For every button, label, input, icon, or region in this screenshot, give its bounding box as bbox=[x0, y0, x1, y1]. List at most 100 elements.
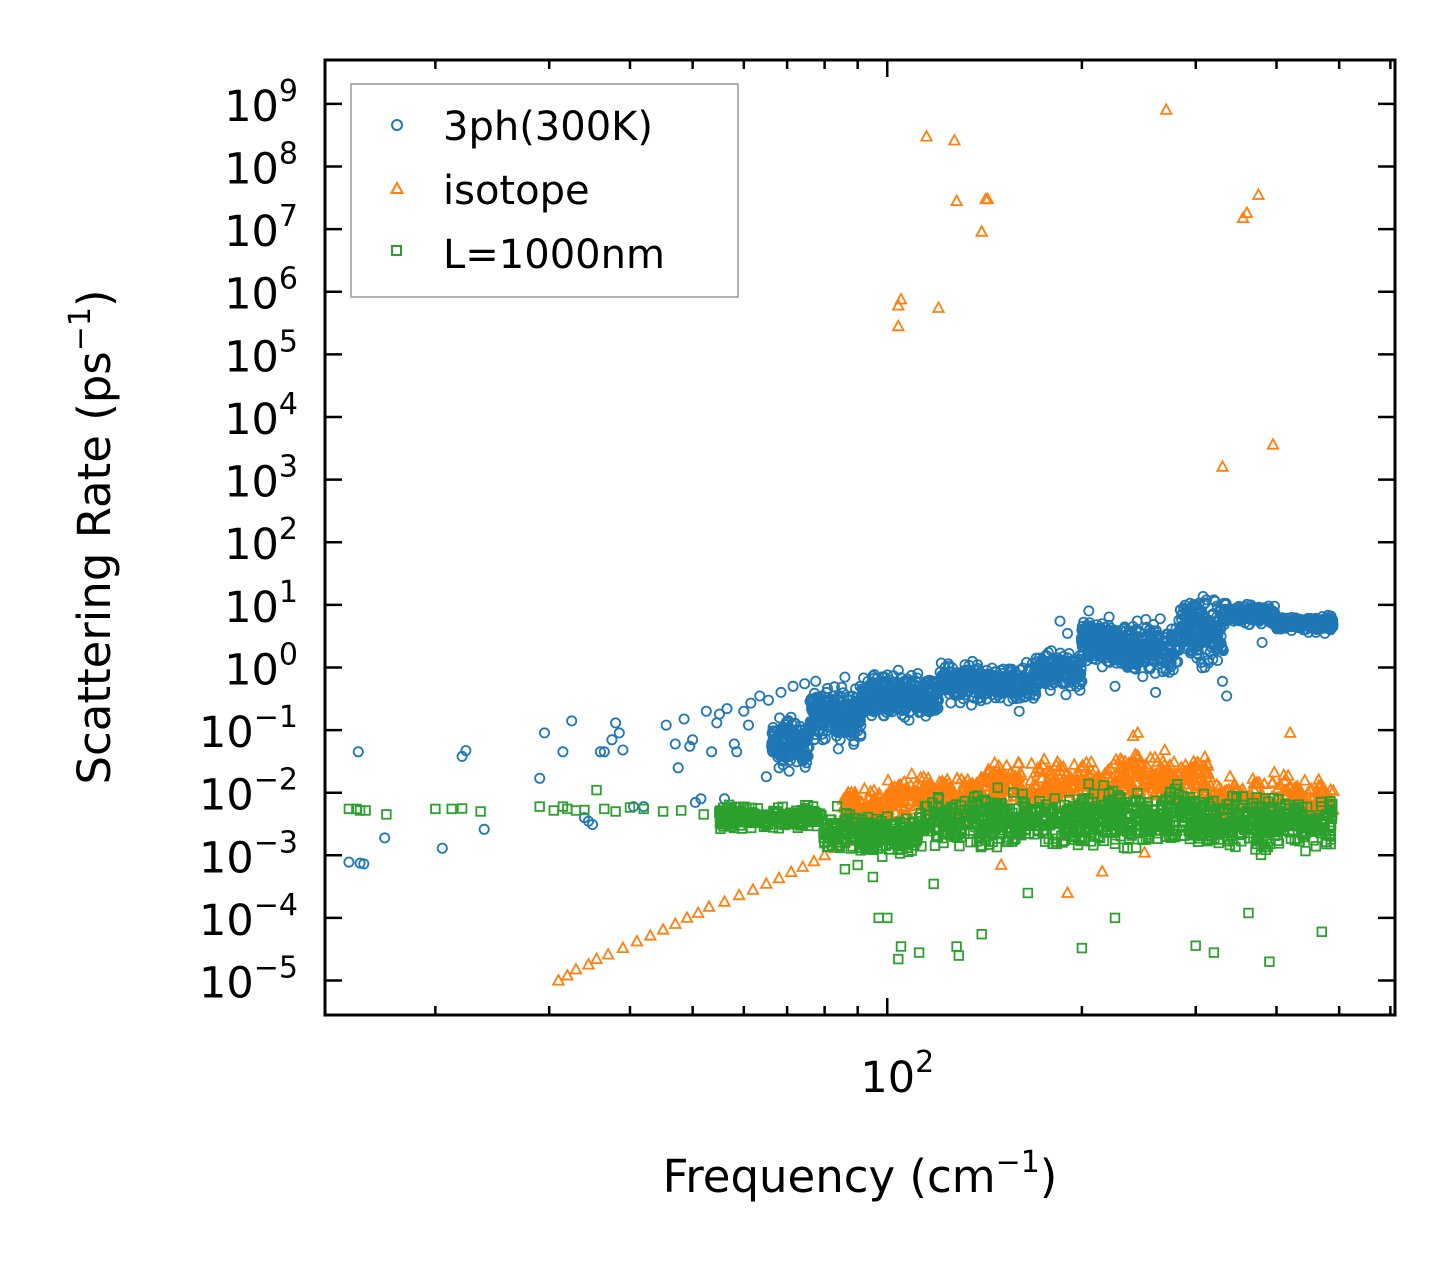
point-isotope bbox=[857, 781, 872, 794]
point-isotope bbox=[1087, 774, 1102, 787]
point-3ph-300k- bbox=[874, 702, 886, 714]
point-3ph-300k- bbox=[534, 772, 546, 784]
point-3ph-300k- bbox=[1234, 607, 1246, 619]
point-isotope bbox=[1223, 769, 1237, 782]
point-3ph-300k- bbox=[839, 671, 851, 683]
point-3ph-300k- bbox=[1284, 618, 1296, 630]
point-isotope bbox=[897, 774, 911, 787]
point-3ph-300k- bbox=[660, 719, 672, 731]
point-l-1000nm bbox=[1195, 814, 1206, 825]
point-l-1000nm bbox=[715, 823, 726, 835]
point-3ph-300k- bbox=[820, 686, 832, 698]
point-isotope bbox=[817, 847, 832, 861]
point-3ph-300k- bbox=[1199, 661, 1211, 673]
point-isotope bbox=[691, 905, 705, 918]
point-isotope bbox=[905, 802, 920, 815]
point-isotope bbox=[924, 781, 939, 794]
point-3ph-300k- bbox=[767, 746, 779, 758]
point-3ph-300k- bbox=[1163, 651, 1175, 663]
point-3ph-300k- bbox=[1212, 643, 1224, 655]
point-l-1000nm bbox=[877, 851, 888, 862]
point-l-1000nm bbox=[1298, 831, 1309, 843]
point-3ph-300k- bbox=[1139, 652, 1151, 664]
point-3ph-300k- bbox=[1193, 649, 1205, 661]
point-3ph-300k- bbox=[1182, 641, 1194, 653]
point-l-1000nm bbox=[1227, 827, 1238, 838]
point-3ph-300k- bbox=[1148, 633, 1160, 645]
point-isotope bbox=[1295, 786, 1309, 799]
point-3ph-300k- bbox=[687, 734, 699, 746]
point-isotope bbox=[601, 947, 615, 960]
point-3ph-300k- bbox=[912, 668, 924, 680]
point-3ph-300k- bbox=[1083, 605, 1095, 617]
point-3ph-300k- bbox=[919, 704, 931, 716]
point-3ph-300k- bbox=[1054, 615, 1066, 627]
point-l-1000nm bbox=[1186, 796, 1197, 807]
point-3ph-300k- bbox=[808, 687, 820, 699]
point-isotope bbox=[1179, 763, 1194, 777]
point-l-1000nm bbox=[1198, 788, 1210, 800]
point-l-1000nm bbox=[1108, 800, 1119, 811]
point-l-1000nm bbox=[1237, 791, 1249, 802]
point-l-1000nm bbox=[1103, 816, 1114, 827]
point-l-1000nm bbox=[1225, 830, 1237, 842]
point-isotope bbox=[981, 762, 996, 775]
point-3ph-300k- bbox=[801, 757, 813, 769]
point-isotope bbox=[746, 882, 760, 895]
point-3ph-300k- bbox=[957, 693, 969, 705]
point-l-1000nm bbox=[831, 801, 843, 812]
point-3ph-300k- bbox=[606, 734, 618, 746]
point-3ph-300k- bbox=[1216, 642, 1228, 654]
point-l-1000nm bbox=[1061, 826, 1072, 837]
point-3ph-300k- bbox=[760, 771, 772, 783]
point-isotope bbox=[1050, 786, 1065, 799]
point-l-1000nm bbox=[1327, 799, 1338, 810]
point-3ph-300k- bbox=[866, 710, 878, 722]
point-l-1000nm bbox=[1122, 843, 1133, 854]
point-l-1000nm bbox=[1248, 797, 1259, 809]
point-isotope bbox=[946, 786, 960, 799]
point-isotope bbox=[1304, 781, 1319, 795]
point-isotope bbox=[1285, 790, 1300, 803]
point-3ph-300k- bbox=[785, 711, 797, 723]
point-3ph-300k- bbox=[1075, 663, 1087, 675]
point-isotope bbox=[871, 788, 886, 802]
point-3ph-300k- bbox=[1084, 643, 1096, 655]
point-isotope bbox=[897, 786, 911, 799]
point-3ph-300k- bbox=[1121, 661, 1133, 673]
point-3ph-300k- bbox=[1212, 655, 1224, 667]
point-l-1000nm bbox=[991, 841, 1003, 853]
point-3ph-300k- bbox=[989, 686, 1001, 698]
point-3ph-300k- bbox=[829, 695, 841, 707]
point-3ph-300k- bbox=[1042, 647, 1054, 659]
point-isotope bbox=[881, 773, 895, 786]
point-l-1000nm bbox=[1016, 828, 1027, 839]
point-3ph-300k- bbox=[1103, 611, 1115, 623]
point-3ph-300k- bbox=[910, 675, 922, 687]
point-isotope bbox=[759, 876, 774, 889]
point-3ph-300k- bbox=[832, 743, 844, 755]
point-3ph-300k- bbox=[1160, 637, 1172, 649]
point-isotope bbox=[1199, 764, 1213, 777]
point-l-1000nm bbox=[1105, 798, 1116, 809]
point-isotope bbox=[947, 133, 962, 146]
point-isotope bbox=[1214, 782, 1229, 796]
point-isotope bbox=[1107, 756, 1121, 769]
point-l-1000nm bbox=[923, 817, 934, 829]
point-3ph-300k- bbox=[1146, 631, 1158, 643]
point-isotope bbox=[1024, 773, 1038, 786]
point-3ph-300k- bbox=[972, 659, 984, 671]
point-l-1000nm bbox=[1257, 814, 1268, 825]
point-l-1000nm bbox=[1173, 807, 1185, 819]
point-l-1000nm bbox=[1082, 821, 1094, 833]
point-l-1000nm bbox=[978, 813, 990, 824]
point-l-1000nm bbox=[1049, 793, 1060, 804]
point-l-1000nm bbox=[1242, 807, 1254, 818]
point-3ph-300k- bbox=[832, 719, 844, 731]
point-isotope bbox=[1326, 783, 1341, 796]
point-l-1000nm bbox=[1040, 824, 1051, 836]
point-isotope bbox=[1283, 725, 1297, 738]
point-3ph-300k- bbox=[1012, 680, 1024, 692]
point-3ph-300k- bbox=[1241, 605, 1253, 617]
